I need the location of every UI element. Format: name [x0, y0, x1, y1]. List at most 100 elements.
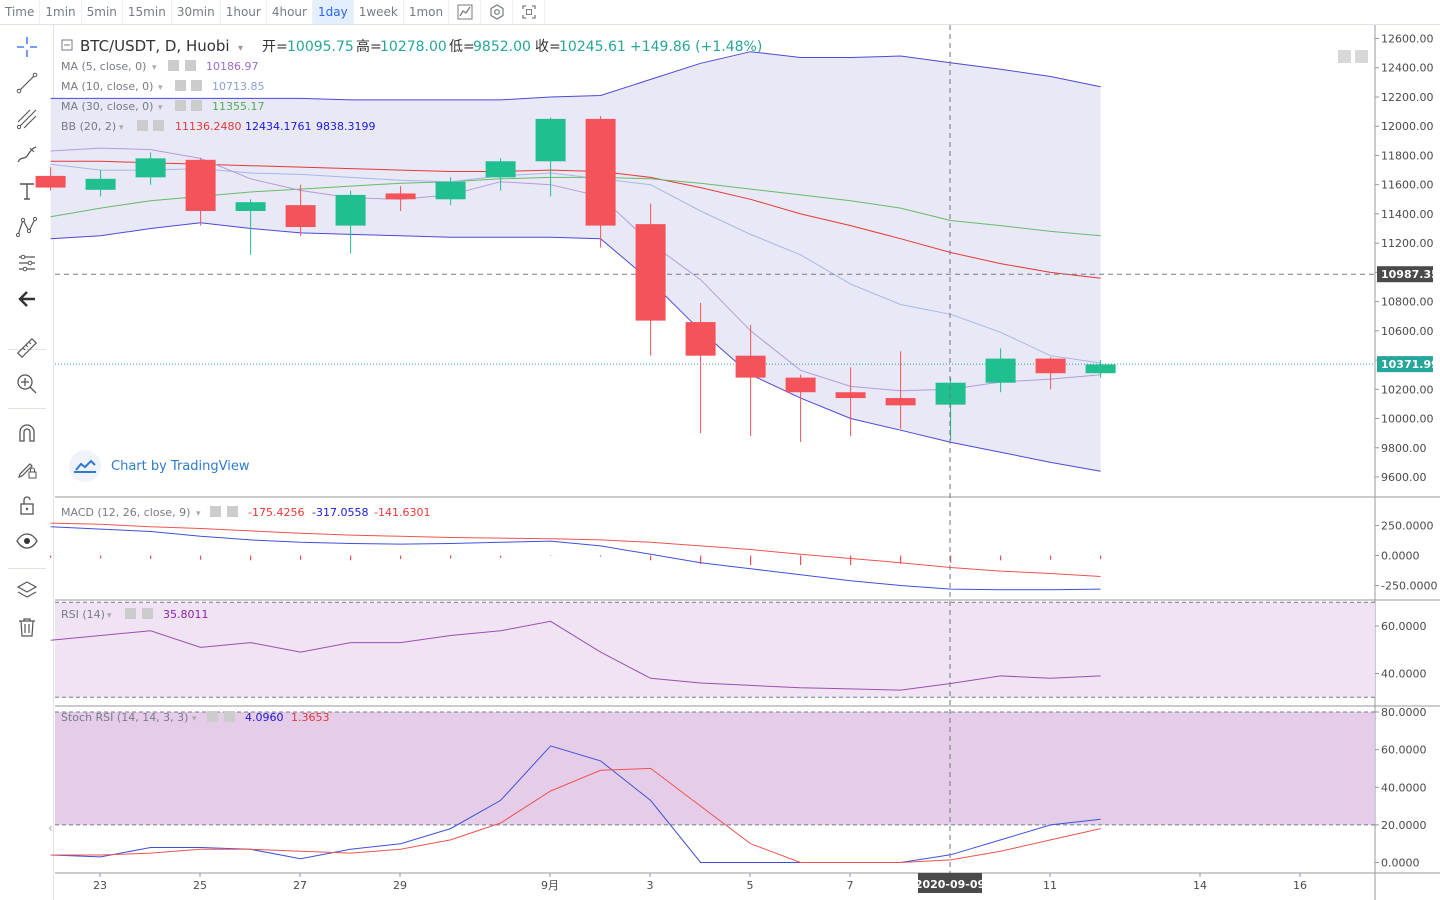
candle-body — [285, 205, 316, 228]
ma10-line — [50, 163, 1101, 364]
ma30-value: 11355.17 — [212, 100, 265, 113]
svg-text:▾: ▾ — [192, 714, 197, 724]
ma5-remove-icon[interactable] — [185, 60, 196, 71]
change-value: +149.86 (+1.48%) — [630, 39, 762, 55]
interval-15min[interactable]: 15min — [123, 0, 172, 24]
pane-controls[interactable] — [1338, 50, 1368, 63]
time-tick-label: 3 — [647, 879, 654, 892]
candle-body — [335, 194, 366, 226]
layers-icon[interactable] — [11, 576, 43, 606]
current-price-label-bg — [1377, 356, 1433, 373]
ma5-settings-icon[interactable] — [168, 60, 179, 71]
ma5-label: MA (5, close, 0) — [61, 60, 146, 73]
candle-body — [585, 118, 616, 226]
macd-value-1: -175.4256 — [248, 506, 304, 519]
ma5-value: 10186.97 — [206, 60, 259, 73]
crosshair-date-bg — [918, 873, 982, 893]
ma30-settings-icon[interactable] — [175, 100, 186, 111]
bb-settings-icon[interactable] — [137, 120, 148, 131]
interval-1day[interactable]: 1day — [312, 0, 354, 24]
open-label: 开= — [262, 39, 288, 55]
candle-body — [135, 158, 166, 178]
ma10-remove-icon[interactable] — [191, 80, 202, 91]
eye-icon[interactable] — [11, 526, 43, 556]
rsi-remove-icon[interactable] — [142, 608, 153, 619]
high-label: 高= — [356, 38, 382, 55]
crosshair-price-label: 10987.35 — [1381, 268, 1439, 281]
interval-1mon[interactable]: 1mon — [404, 0, 450, 24]
ma30-remove-icon[interactable] — [191, 100, 202, 111]
bb-band-fill — [50, 51, 1101, 472]
fullscreen-icon[interactable] — [513, 0, 546, 24]
macd-settings-icon[interactable] — [210, 506, 221, 517]
macd-remove-icon[interactable] — [227, 506, 238, 517]
bb-remove-icon[interactable] — [153, 120, 164, 131]
tradingview-watermark[interactable]: Chart by TradingView — [69, 450, 250, 482]
axis-tick-label: 10200.00 — [1381, 383, 1434, 396]
brush-icon[interactable] — [11, 140, 43, 170]
bb-middle-line — [50, 160, 1101, 279]
svg-text:▾: ▾ — [107, 611, 112, 621]
interval-1min[interactable]: 1min — [40, 0, 82, 24]
macd-signal-line — [50, 522, 1101, 577]
axis-tick-label: 60.0000 — [1381, 744, 1427, 757]
rsi-band-fill — [55, 602, 1375, 698]
bb-lower-line — [50, 222, 1101, 472]
candle-body — [535, 118, 566, 162]
pitchfork-icon[interactable] — [11, 104, 43, 134]
magnet-icon[interactable] — [11, 418, 43, 448]
interval-5min[interactable]: 5min — [82, 0, 123, 24]
time-axis[interactable]: 23 25 27 29 9月 3 5 7 2020-09-09 11 14 16 — [93, 873, 1307, 893]
crosshair-icon[interactable] — [11, 32, 43, 62]
interval-1hour[interactable]: 1hour — [221, 0, 267, 24]
unlock-icon[interactable] — [11, 490, 43, 520]
main-legend: BTC/USDT, D, Huobi ▾ 开= 10095.75 高= 1027… — [61, 37, 762, 55]
close-label: 收= — [535, 39, 561, 55]
stoch-settings-icon[interactable] — [207, 711, 218, 722]
time-tick-label: 16 — [1293, 879, 1307, 892]
ma10-settings-icon[interactable] — [175, 80, 186, 91]
time-tick-label: 14 — [1193, 879, 1207, 892]
interval-toolbar: Time 1min 5min 15min 30min 1hour 4hour 1… — [0, 0, 1440, 25]
ma30-label: MA (30, close, 0) — [61, 100, 153, 113]
interval-4hour[interactable]: 4hour — [267, 0, 313, 24]
collapse-icon[interactable] — [61, 39, 73, 51]
bb-lower-value: 9838.3199 — [316, 120, 376, 133]
candle-body — [635, 224, 666, 321]
indicators-icon[interactable] — [449, 0, 482, 24]
prediction-icon[interactable] — [11, 248, 43, 278]
interval-1week[interactable]: 1week — [354, 0, 404, 24]
pattern-icon[interactable] — [11, 212, 43, 242]
stoch-remove-icon[interactable] — [224, 711, 235, 722]
text-icon[interactable] — [11, 176, 43, 206]
indicator-legends: MA (5, close, 0) ▾ 10186.97 MA (10, clos… — [61, 60, 430, 724]
open-value: 10095.75 — [287, 39, 354, 55]
rsi-settings-icon[interactable] — [125, 608, 136, 619]
time-tick-label: 25 — [193, 879, 207, 892]
lock-drawing-icon[interactable] — [11, 454, 43, 484]
axis-tick-label: 40.0000 — [1381, 781, 1427, 794]
stoch-band-fill — [55, 712, 1375, 825]
settings-icon[interactable] — [481, 0, 514, 24]
zoom-in-icon[interactable] — [11, 369, 43, 399]
svg-text:▾: ▾ — [158, 103, 163, 113]
axis-tick-label: 0.0000 — [1381, 857, 1420, 870]
stoch-k-line — [50, 745, 1101, 863]
price-axis[interactable]: 9600.009800.0010000.0010200.0010400.0010… — [1375, 33, 1439, 870]
svg-text:▾: ▾ — [158, 83, 163, 93]
interval-30min[interactable]: 30min — [172, 0, 221, 24]
candle-body — [235, 202, 266, 211]
candle-body — [985, 358, 1016, 383]
back-arrow-icon[interactable] — [11, 284, 43, 314]
candle-body — [485, 161, 516, 178]
trend-line-icon[interactable] — [11, 68, 43, 98]
svg-text:▾: ▾ — [196, 509, 201, 519]
scroll-left-icon[interactable]: ‹ — [48, 821, 53, 835]
trash-icon[interactable] — [11, 612, 43, 642]
svg-text:▾: ▾ — [152, 63, 157, 73]
ruler-icon[interactable] — [11, 333, 43, 363]
time-tick-label: 29 — [393, 879, 407, 892]
interval-time[interactable]: Time — [0, 0, 41, 24]
candle-body — [835, 392, 866, 399]
